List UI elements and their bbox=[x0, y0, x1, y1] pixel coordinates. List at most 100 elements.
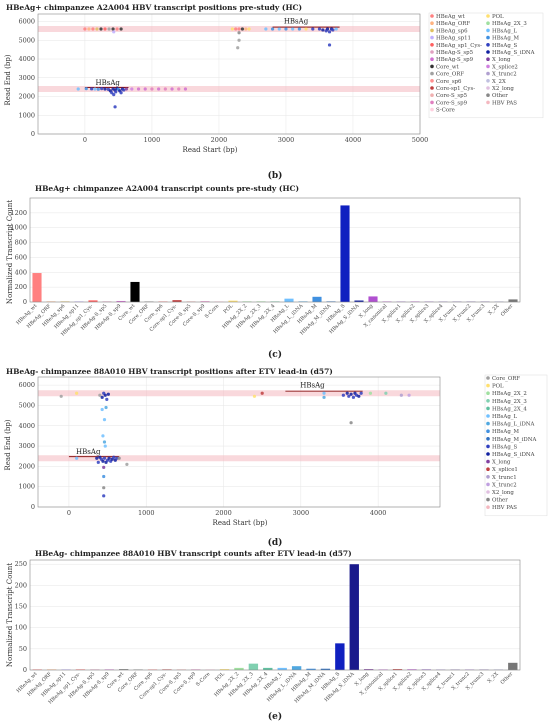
x-tick-label: 1000 bbox=[138, 509, 155, 517]
hbv-pas-band bbox=[38, 86, 420, 92]
data-point bbox=[331, 28, 335, 32]
data-point bbox=[124, 87, 129, 91]
data-point bbox=[357, 394, 361, 398]
data-point bbox=[76, 87, 80, 91]
data-point bbox=[347, 394, 351, 398]
data-point bbox=[247, 27, 251, 31]
y-tick-label: 5000 bbox=[18, 36, 35, 44]
data-point bbox=[103, 444, 107, 448]
panel-e-ylabel: Normalized Transcript Count bbox=[6, 563, 14, 667]
bar bbox=[349, 564, 359, 670]
hbv-pas-band bbox=[38, 26, 420, 32]
y-tick-label: 0 bbox=[31, 130, 35, 138]
bar bbox=[172, 300, 182, 302]
legend-marker bbox=[430, 107, 434, 112]
data-point bbox=[75, 391, 79, 395]
data-point bbox=[384, 391, 388, 395]
x-tick-label: 4000 bbox=[345, 136, 362, 144]
bar bbox=[234, 667, 244, 670]
data-point bbox=[96, 460, 100, 464]
data-point bbox=[317, 27, 322, 31]
legend-marker bbox=[430, 21, 434, 26]
legend-entry: HBeAg_sp11 bbox=[436, 36, 471, 42]
legend-entry: Core_sp6 bbox=[436, 79, 462, 85]
legend-marker bbox=[486, 71, 490, 76]
panel-b-title: HBeAg+ chimpanzee A2A004 HBV transcript … bbox=[6, 3, 302, 12]
y-tick-label: 3000 bbox=[18, 442, 35, 450]
data-point bbox=[100, 407, 104, 412]
legend-entry: HBsAg_M bbox=[492, 429, 519, 435]
bar bbox=[508, 662, 518, 670]
annotation-label: HBsAg bbox=[96, 79, 121, 87]
y-tick-label: 150 bbox=[15, 603, 27, 611]
bar bbox=[354, 300, 364, 302]
data-point bbox=[106, 392, 110, 396]
legend-entry: HBsAg_2X_4 bbox=[492, 406, 527, 412]
data-point bbox=[105, 397, 109, 401]
legend-marker bbox=[486, 482, 490, 487]
data-point bbox=[351, 395, 356, 399]
data-point bbox=[291, 27, 295, 31]
data-point bbox=[150, 87, 154, 91]
panel-b-legend: HBeAg_wtHBeAg_ORFHBeAg_sp6HBeAg_sp11HBeA… bbox=[428, 12, 544, 119]
data-point bbox=[90, 87, 94, 91]
bar bbox=[277, 667, 287, 670]
legend-marker bbox=[430, 100, 434, 105]
bar bbox=[130, 281, 140, 302]
y-tick-label: 400 bbox=[15, 268, 27, 276]
legend-entry: HBsAg_S_iDNA bbox=[492, 452, 535, 458]
plot-frame bbox=[37, 13, 421, 135]
legend-marker bbox=[486, 21, 490, 26]
y-tick-label: 0 bbox=[23, 298, 27, 306]
legend-marker bbox=[486, 475, 490, 479]
y-tick-label: 800 bbox=[15, 239, 27, 247]
legend-marker bbox=[486, 376, 490, 380]
data-point bbox=[103, 27, 107, 31]
data-point bbox=[125, 462, 129, 466]
data-point bbox=[345, 391, 349, 395]
data-point bbox=[122, 88, 126, 92]
plot-background bbox=[30, 198, 520, 302]
legend-entry: X_splice1 bbox=[492, 467, 518, 473]
bar bbox=[312, 296, 322, 302]
y-tick-label: 1200 bbox=[10, 209, 27, 217]
legend-marker bbox=[430, 28, 434, 33]
y-tick-label: 600 bbox=[15, 253, 27, 261]
legend-marker bbox=[486, 64, 490, 69]
data-point bbox=[264, 27, 268, 31]
data-point bbox=[59, 394, 63, 398]
data-point bbox=[321, 28, 325, 32]
legend-marker bbox=[486, 490, 490, 494]
caption-e: (e) bbox=[268, 711, 282, 722]
data-point bbox=[252, 394, 257, 398]
legend-entry: Core_ORF bbox=[436, 72, 464, 78]
data-point bbox=[260, 391, 264, 395]
x-tick-label: 3000 bbox=[278, 136, 295, 144]
legend-marker bbox=[486, 505, 490, 510]
data-point bbox=[234, 27, 238, 31]
hbv-pas-band bbox=[38, 455, 440, 462]
data-point bbox=[107, 27, 111, 31]
panel-d-scatter: HBeAg- chimpanzee 88A010 HBV transcript … bbox=[4, 367, 548, 527]
bar bbox=[335, 643, 345, 670]
data-point bbox=[237, 27, 241, 31]
y-tick-label: 2000 bbox=[18, 93, 35, 101]
y-tick-label: 6000 bbox=[18, 381, 35, 389]
legend-marker bbox=[486, 399, 490, 403]
legend-entry: HBeAg_wt bbox=[436, 14, 466, 20]
legend-marker bbox=[486, 429, 490, 434]
data-point bbox=[170, 87, 174, 91]
bar bbox=[392, 669, 403, 670]
legend-entry: HBeAg_ORF bbox=[436, 21, 470, 27]
panel-c-bar: HBeAg+ chimpanzee A2A004 transcript coun… bbox=[6, 184, 521, 338]
legend-entry: X2_long bbox=[492, 86, 514, 92]
data-point bbox=[100, 395, 104, 399]
legend-marker bbox=[486, 50, 490, 54]
data-point bbox=[113, 105, 117, 109]
legend-marker bbox=[430, 79, 434, 83]
bar bbox=[263, 667, 273, 670]
x-tick-label: 4000 bbox=[370, 509, 387, 517]
data-point bbox=[311, 27, 315, 31]
legend-marker bbox=[486, 414, 490, 418]
legend-entry: HBsAg_2X_3 bbox=[492, 21, 527, 27]
